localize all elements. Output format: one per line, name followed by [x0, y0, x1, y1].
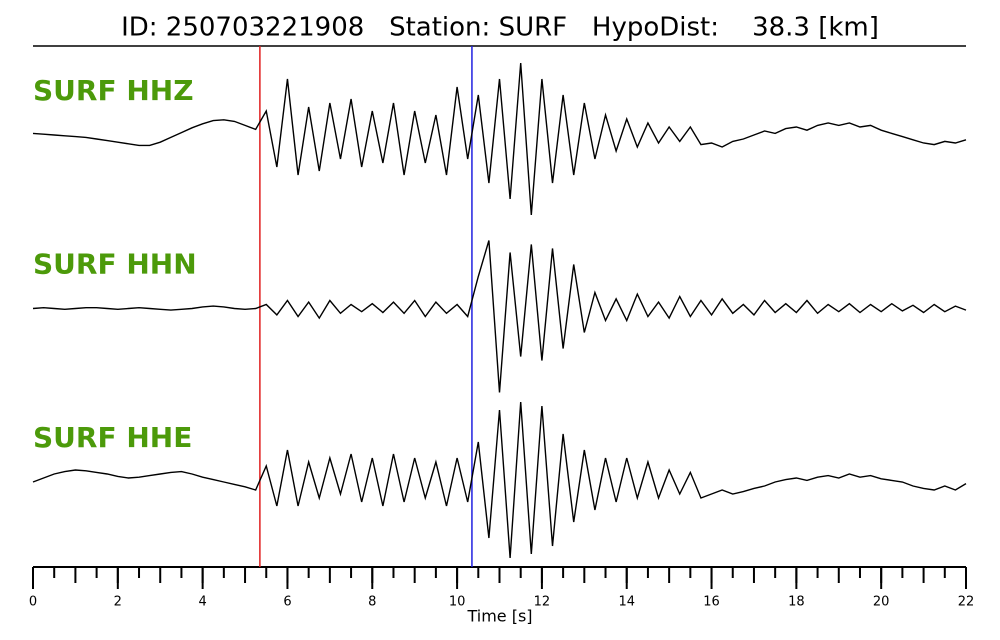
x-tick-label: 18 [788, 595, 805, 610]
chart-title: ID: 250703221908 Station: SURF HypoDist:… [121, 13, 879, 43]
x-axis-label: Time [s] [466, 607, 532, 626]
x-tick-label: 6 [283, 595, 291, 610]
waveform [32, 62, 967, 216]
x-tick-label: 14 [618, 595, 635, 610]
trace-label: SURF HHE [33, 421, 192, 454]
trace-label: SURF HHZ [33, 74, 194, 107]
x-tick-label: 4 [198, 595, 206, 610]
waveform [32, 401, 967, 559]
x-tick-label: 22 [958, 595, 975, 610]
x-tick-label: 0 [29, 595, 37, 610]
trace-label: SURF HHN [33, 248, 197, 281]
x-tick-label: 16 [703, 595, 720, 610]
x-tick-label: 20 [873, 595, 890, 610]
x-tick-label: 8 [368, 595, 376, 610]
x-tick-label: 2 [114, 595, 122, 610]
x-tick-label: 12 [534, 595, 551, 610]
x-tick-label: 10 [449, 595, 466, 610]
waveform [32, 240, 967, 393]
